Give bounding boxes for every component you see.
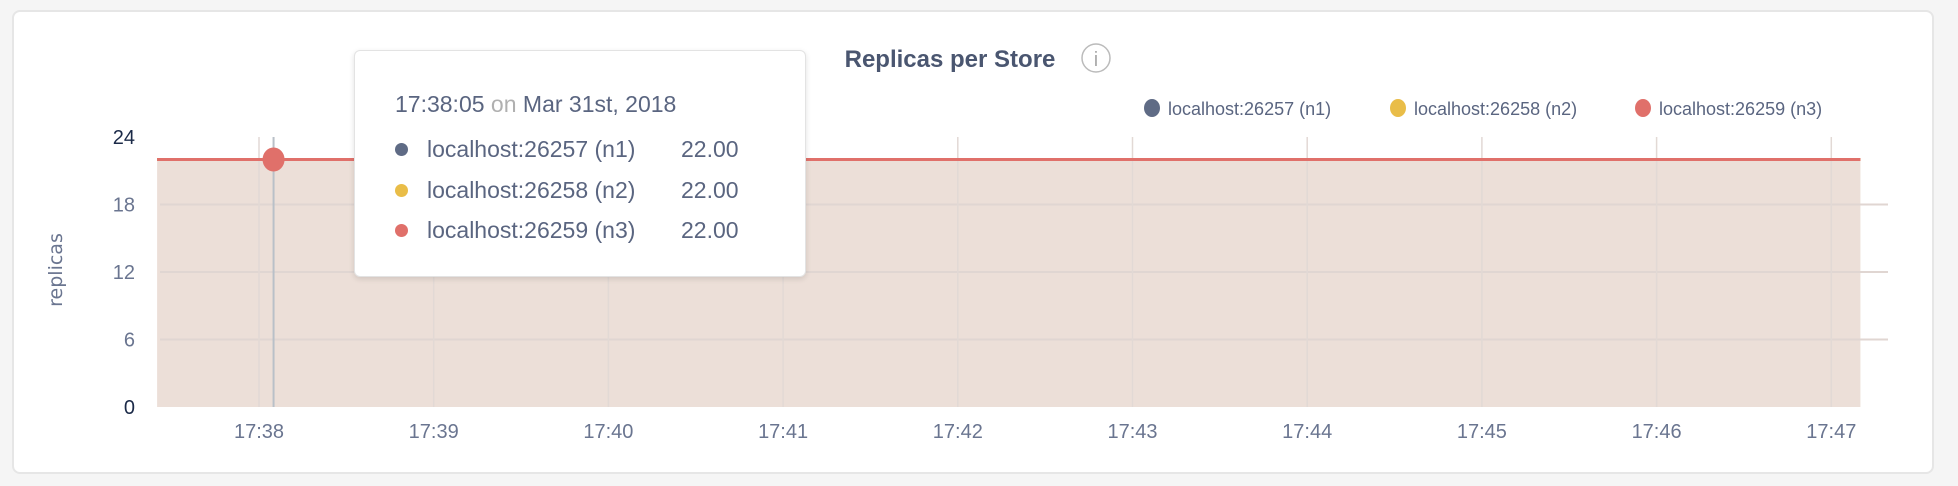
legend-dot-icon xyxy=(1144,99,1160,117)
legend-item: localhost:26259 (n3) xyxy=(1659,99,1822,119)
x-tick-label: 17:39 xyxy=(409,421,459,443)
info-circle-icon xyxy=(1081,43,1111,73)
tooltip-series-name: localhost:26258 (n2) xyxy=(427,177,636,203)
x-tick-label: 17:45 xyxy=(1457,421,1507,443)
tooltip-time: 17:38:05 xyxy=(395,91,485,117)
y-tick-label: 0 xyxy=(124,397,135,419)
hover-point xyxy=(262,147,285,172)
tooltip-series-name: localhost:26257 (n1) xyxy=(427,136,636,162)
x-tick-label: 17:47 xyxy=(1806,421,1856,443)
tooltip-date: Mar 31st, 2018 xyxy=(522,91,677,117)
legend-item: localhost:26258 (n2) xyxy=(1414,99,1577,119)
y-tick-label: 12 xyxy=(113,262,135,284)
tooltip-on: on xyxy=(490,91,517,117)
chart-title: Replicas per Store xyxy=(845,46,1056,73)
legend-item: localhost:26257 (n1) xyxy=(1168,99,1331,119)
legend-dot-icon xyxy=(1635,99,1651,117)
chart-tooltip: 17:38:05 on Mar 31st, 2018 localhost:262… xyxy=(354,50,806,277)
x-tick-label: 17:46 xyxy=(1632,421,1682,443)
x-tick-label: 17:42 xyxy=(933,421,983,443)
legend-dot-icon xyxy=(1390,99,1406,117)
tooltip-series-name: localhost:26259 (n3) xyxy=(427,217,636,243)
tooltip-timestamp: 17:38:05 on Mar 31st, 2018 xyxy=(395,91,676,118)
info-icon-glyph: i xyxy=(1094,49,1098,71)
tooltip-series-value: 22.00 xyxy=(681,177,739,203)
x-tick-label: 17:44 xyxy=(1282,421,1332,443)
series-dot-icon xyxy=(395,143,408,156)
tooltip-series-value: 22.00 xyxy=(681,136,739,162)
y-axis-label: replicas xyxy=(45,233,67,307)
series-dot-icon xyxy=(395,224,408,237)
x-tick-label: 17:40 xyxy=(583,421,633,443)
y-tick-label: 6 xyxy=(124,330,135,352)
tooltip-series-value: 22.00 xyxy=(681,217,739,243)
y-tick-label: 24 xyxy=(113,127,135,149)
x-tick-label: 17:38 xyxy=(234,421,284,443)
y-tick-label: 18 xyxy=(113,195,135,217)
series-dot-icon xyxy=(395,184,408,197)
x-tick-label: 17:41 xyxy=(758,421,808,443)
x-tick-label: 17:43 xyxy=(1107,421,1157,443)
